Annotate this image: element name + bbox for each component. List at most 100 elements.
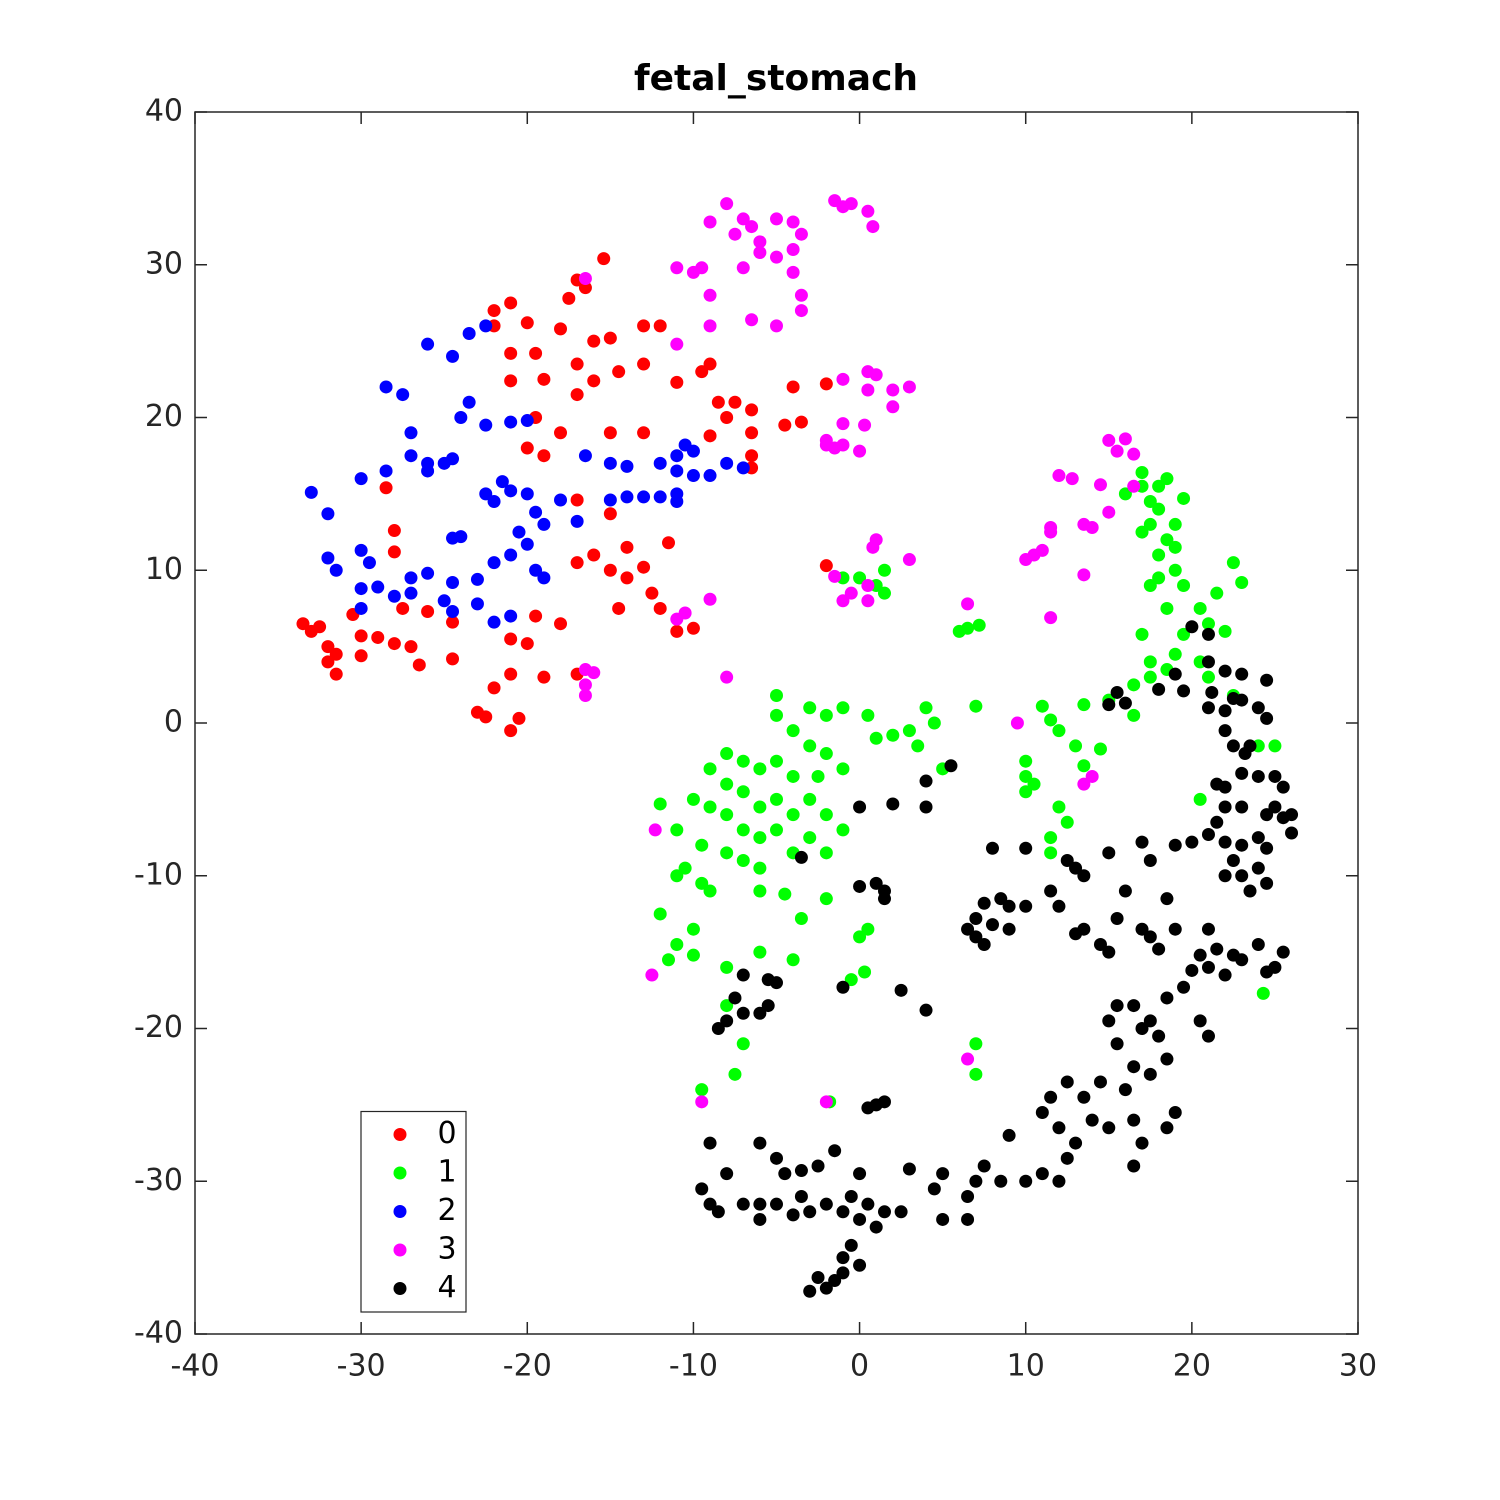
point <box>487 304 501 318</box>
point <box>1260 841 1274 855</box>
point <box>1152 682 1166 696</box>
point <box>1044 831 1058 845</box>
y-tick-label: 30 <box>145 246 183 281</box>
point <box>670 937 684 951</box>
point <box>354 649 368 663</box>
point <box>329 563 343 577</box>
point <box>504 374 518 388</box>
point <box>1168 1106 1182 1120</box>
point <box>1127 678 1141 692</box>
point <box>321 507 335 521</box>
point <box>786 265 800 279</box>
point <box>529 609 543 623</box>
point <box>770 212 783 226</box>
point <box>695 876 709 890</box>
point <box>1251 937 1265 951</box>
point <box>637 319 651 333</box>
point <box>1135 922 1149 936</box>
point <box>1118 432 1132 446</box>
point <box>670 449 684 463</box>
point <box>520 487 534 501</box>
point <box>1235 575 1249 589</box>
point <box>844 973 858 987</box>
legend-marker <box>393 1243 407 1257</box>
y-tick-label: 40 <box>145 94 183 129</box>
point <box>952 624 966 638</box>
point <box>695 1182 709 1196</box>
point <box>703 762 717 776</box>
point <box>379 481 393 495</box>
point <box>587 374 601 388</box>
point <box>1052 1174 1066 1188</box>
point <box>858 418 872 432</box>
point <box>1002 922 1016 936</box>
point <box>1143 1014 1157 1028</box>
point <box>1168 667 1182 681</box>
point <box>720 960 734 974</box>
point <box>753 831 767 845</box>
point <box>1193 1014 1207 1028</box>
y-tick-label: 0 <box>164 705 183 740</box>
point <box>977 896 991 910</box>
point <box>1135 627 1149 641</box>
point <box>1152 1029 1166 1043</box>
point <box>1060 815 1074 829</box>
point <box>853 444 867 458</box>
point <box>1160 892 1174 906</box>
point <box>404 449 418 463</box>
point <box>770 792 783 806</box>
x-tick-label: -30 <box>337 1349 386 1384</box>
point <box>1210 815 1224 829</box>
point <box>1205 685 1219 699</box>
y-tick-label: -10 <box>134 857 183 892</box>
point <box>354 601 368 615</box>
point <box>354 582 368 596</box>
point <box>653 490 667 504</box>
point <box>811 769 825 783</box>
point <box>1019 1174 1033 1188</box>
point <box>869 368 883 382</box>
point <box>736 968 750 982</box>
point <box>1069 1136 1083 1150</box>
point <box>961 922 975 936</box>
point <box>803 792 817 806</box>
point <box>512 711 526 725</box>
point <box>1127 1159 1141 1173</box>
point <box>1143 517 1157 531</box>
point <box>1235 800 1249 814</box>
point <box>836 594 850 608</box>
point <box>645 586 659 600</box>
series <box>304 319 750 629</box>
point <box>1152 502 1166 516</box>
point <box>662 953 676 967</box>
point <box>1077 1090 1091 1104</box>
point <box>745 313 759 327</box>
point <box>404 640 418 654</box>
point <box>1226 739 1240 753</box>
point <box>869 1220 883 1234</box>
point <box>1110 1037 1124 1051</box>
point <box>637 560 651 574</box>
point <box>1118 884 1132 898</box>
point <box>786 953 800 967</box>
point <box>529 346 543 360</box>
point <box>1168 647 1182 661</box>
point <box>653 601 667 615</box>
point <box>703 884 717 898</box>
point <box>412 658 426 672</box>
point <box>803 831 817 845</box>
point <box>1143 670 1157 684</box>
point <box>770 708 783 722</box>
point <box>578 449 592 463</box>
point <box>1218 664 1232 678</box>
point <box>728 991 742 1005</box>
point <box>803 1205 817 1219</box>
point <box>570 493 584 507</box>
point <box>1285 808 1299 822</box>
point <box>886 400 900 414</box>
point <box>362 556 376 570</box>
point <box>1143 1067 1157 1081</box>
point <box>819 438 833 452</box>
point <box>587 334 601 348</box>
point <box>421 464 435 478</box>
